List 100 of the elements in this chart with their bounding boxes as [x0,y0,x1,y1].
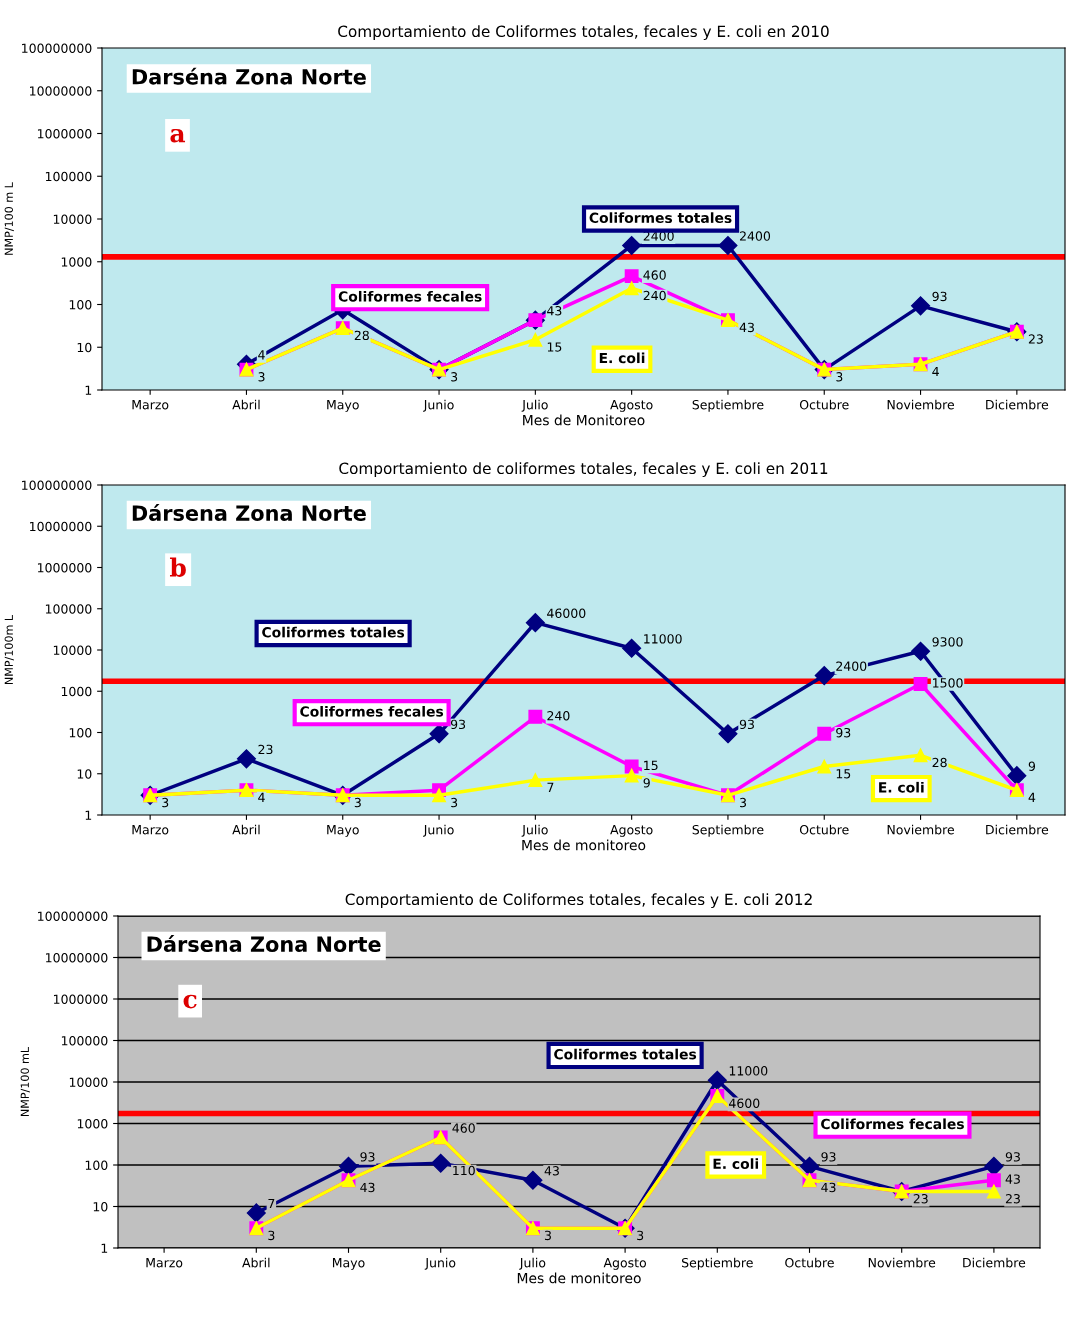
data-label: 4600 [729,1098,760,1108]
y-tick-label: 100000000 [38,911,108,921]
data-label: 15 [547,342,562,352]
data-label: 7 [268,1198,275,1209]
x-tick-label: Agosto [603,1258,647,1270]
x-tick-label: Diciembre [986,399,1049,410]
y-tick-label: 100000 [45,171,92,182]
chart-title: Comportamiento de Coliformes totales, fecales y E. coli en 2010 [338,25,829,41]
y-tick-label: 100 [69,727,92,738]
y-tick-label: 100000000 [22,43,92,53]
text: Coliformes totales [262,626,405,638]
x-tick-label: Agosto [610,400,653,412]
y-tick-label: 10000 [53,214,92,224]
x-tick-label: Agosto [610,825,653,837]
data-label: 43 [547,306,562,316]
annotation: b [169,557,186,577]
x-tick-label: Octubre [785,1257,834,1268]
y-tick-label: 100000 [61,1035,108,1046]
data-label: 240 [643,290,666,301]
data-label: 23 [258,744,273,755]
y-tick-label: 10000000 [46,952,108,963]
data-label: 43 [544,1166,559,1176]
y-tick-label: 1 [85,810,92,820]
data-label: 3 [451,797,458,808]
y-tick-label: 1000000 [37,562,92,573]
x-tick-label: Abril [242,1257,270,1268]
annotation: c [183,994,197,1009]
y-tick-label: 1 [101,1243,108,1253]
x-tick-label: Octubre [799,824,849,835]
x-tick-label: Marzo [132,400,169,410]
data-label: 43 [739,322,754,333]
data-label: 93 [1005,1152,1020,1162]
x-tick-label: Septiembre [692,824,764,837]
x-tick-label: Mayo [327,825,359,837]
data-label: 93 [836,727,851,738]
y-tick-label: 10000 [69,1077,108,1087]
annotation: a [170,128,186,143]
data-label: 93 [450,719,466,730]
x-tick-label: Septiembre [681,1257,753,1270]
y-tick-label: 10 [77,342,92,353]
text: E. coli [599,352,645,364]
x-axis-title: Mes de monitoreo [517,1272,641,1284]
data-label: 9 [643,778,650,788]
data-label: 110 [453,1165,475,1176]
x-tick-label: Abril [232,399,260,410]
y-tick-label: 1000 [61,257,92,267]
data-label: 23 [1005,1193,1020,1204]
x-axis-title: Mes de Monitoreo [523,414,645,426]
annotation: Darséna Zona Norte [132,67,366,85]
y-tick-label: 1000000 [53,994,108,1004]
data-label: 4 [258,350,265,360]
x-tick-label: Noviembre [887,824,954,835]
y-axis-title: NMP/100 mL [20,1047,30,1116]
data-label: 3 [354,797,361,808]
y-tick-label: 1000000 [37,128,92,139]
data-label: 11000 [644,634,682,644]
series-label: E. coli [713,1158,759,1170]
series-label: E. coli [879,781,924,793]
y-tick-label: 100000000 [22,480,92,490]
chart-title: Comportamiento de Coliformes totales, fecales y E. coli 2012 [345,893,812,909]
data-label: 3 [544,1230,551,1241]
data-label: 23 [1028,334,1043,344]
annotation: Dársena Zona Norte [147,935,381,953]
data-label: 15 [836,769,851,779]
data-label: 28 [354,330,369,341]
data-label: 3 [451,372,458,382]
data-label: 93 [360,1152,375,1162]
data-label: 3 [268,1230,275,1241]
data-label: 28 [932,757,947,768]
y-axis-title: NMP/100m L [4,615,14,684]
data-label: 9300 [932,637,963,647]
data-label: 460 [452,1123,475,1133]
y-tick-label: 1 [85,385,92,395]
x-tick-label: Julio [521,399,548,412]
x-tick-label: Diciembre [963,1257,1026,1268]
data-label: 23 [913,1193,928,1204]
data-label: 3 [637,1230,644,1241]
data-label: 43 [1005,1174,1020,1184]
y-axis-title: NMP/100 m L [4,182,14,255]
data-label: 3 [162,797,169,808]
x-tick-label: Octubre [799,399,849,410]
data-label: 4 [258,792,265,802]
data-label: 46000 [547,608,586,618]
x-tick-label: Julio [521,824,548,837]
data-label: 7 [547,782,554,792]
data-label: 2400 [836,661,867,671]
x-tick-label: Marzo [146,1258,183,1268]
data-label: 3 [740,797,747,808]
x-tick-label: Mayo [332,1258,365,1270]
series-label: Coliformes fecales [338,290,482,302]
series-label: Coliformes totales [589,212,732,224]
data-label: 4 [932,366,939,377]
chart-title: Comportamiento de coliformes totales, fecales y E. coli en 2011 [339,462,828,478]
data-label: 15 [644,760,658,771]
x-tick-label: Abril [232,824,260,835]
x-axis-title: Mes de monitoreo [522,839,646,851]
y-tick-label: 10000000 [30,521,92,532]
x-tick-label: Marzo [132,825,169,835]
y-tick-label: 100000 [45,604,92,614]
data-label: 93 [821,1152,836,1162]
